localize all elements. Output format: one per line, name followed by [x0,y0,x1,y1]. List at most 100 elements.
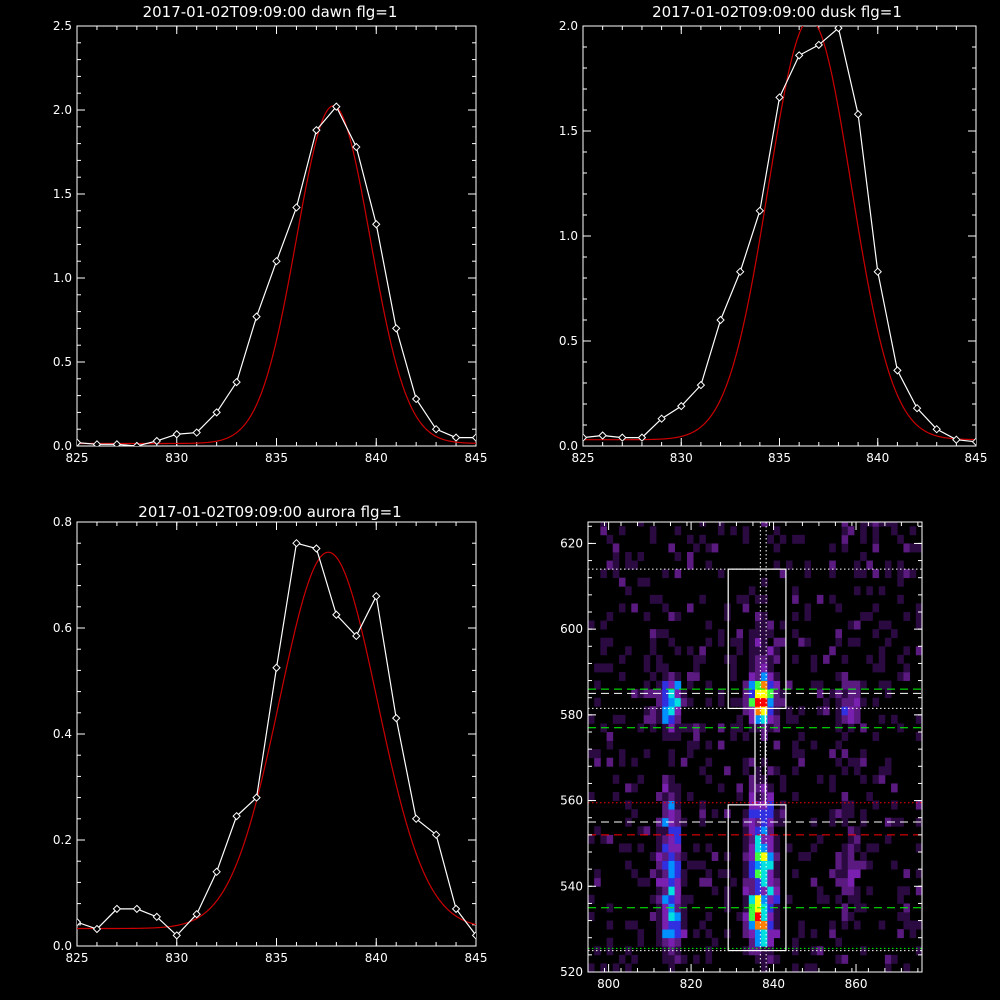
y-tick-label: 520 [560,965,583,979]
y-tick-label: 600 [560,622,583,636]
y-tick-label: 1.5 [53,187,72,201]
data-point [152,912,162,922]
data-point [172,430,181,439]
panel-dawn: 2017-01-02T09:09:00 dawn flg=1 825 830 835… [53,3,488,465]
data-point [794,51,804,60]
data-point [77,917,82,927]
data-point [834,26,843,33]
chart-title: 2017-01-02T09:09:00 dawn flg=1 [143,3,398,21]
data-point [92,924,102,934]
data-point [696,380,706,390]
data-point [332,610,341,619]
data-point [873,267,882,276]
data-point [232,377,241,387]
y-tick-label: 1.0 [559,229,578,243]
data-point [132,904,142,914]
data-point [637,433,647,442]
x-tick-label: 800 [597,977,620,991]
data-point [112,904,122,914]
y-tick-label: 2.0 [559,19,578,33]
data-point [471,931,476,940]
plot-frame [587,521,923,973]
x-tick-label: 840 [866,451,889,465]
data-point [192,909,201,919]
data-point [272,663,281,672]
region-box [754,707,766,806]
plot-area [583,26,976,446]
chart-title: 2017-01-02T09:09:00 dusk flg=1 [652,3,902,21]
x-tick-label: 835 [265,951,288,965]
data-point [252,312,261,321]
y-tick-label: 2.5 [53,19,72,33]
x-tick-label: 825 [66,951,89,965]
overlay-lines [588,522,922,972]
data-point [312,544,321,553]
data-point [716,315,725,325]
y-tick-label: 0.0 [53,439,72,453]
data-point [312,125,321,135]
data-point [677,401,686,411]
y-tick-label: 2.0 [53,103,72,117]
data-point [391,713,401,723]
data-point [411,814,421,824]
data-point [352,142,361,152]
x-tick-label: 825 [572,451,595,465]
panel-aurora: 2017-01-02T09:09:00 aurora flg=1 825 830 8… [53,503,488,965]
y-tick-label: 0.8 [53,515,72,529]
fit-curve [77,105,476,445]
y-tick-label: 0.0 [559,439,578,453]
y-tick-label: 540 [560,879,583,893]
data-point [172,931,181,940]
data-point [292,203,301,212]
fit-curve [583,26,976,441]
data-point [814,40,824,50]
x-tick-label: 835 [265,451,288,465]
x-tick-label: 840 [365,451,388,465]
data-point [952,435,961,444]
data-point [232,811,241,821]
data-point [391,324,401,333]
x-tick-label: 830 [670,451,693,465]
plot-area [77,102,476,446]
data-point [932,424,941,434]
x-tick-label: 840 [762,977,785,991]
data-point [893,366,902,375]
data-point [132,441,142,446]
data-point [431,424,441,434]
data-point [451,904,461,914]
data-point [352,631,361,641]
data-point [411,394,421,404]
data-point [755,206,765,216]
x-tick-label: 845 [465,951,488,965]
x-tick-label: 860 [845,977,868,991]
y-tick-label: 0.4 [53,727,72,741]
data-point [775,93,784,102]
data-point [77,438,82,446]
data-point [431,830,441,839]
y-tick-label: 620 [560,536,583,550]
y-tick-label: 0.5 [559,334,578,348]
panel-dusk: 2017-01-02T09:09:00 dusk flg=1 825 830 835… [559,3,988,465]
data-point [272,256,281,266]
x-tick-label: 830 [165,951,188,965]
data-point [971,437,976,446]
data-point [657,414,666,423]
y-tick-label: 1.5 [559,124,578,138]
x-tick-label: 835 [768,451,791,465]
data-point [853,109,863,119]
x-tick-label: 820 [680,977,703,991]
data-point [192,428,201,437]
x-tick-label: 840 [365,951,388,965]
x-tick-label: 825 [66,451,89,465]
data-point [152,436,162,446]
data-point [112,440,122,446]
data-point [618,433,627,442]
data-point [451,433,461,442]
data-point [252,793,261,802]
data-point [332,102,341,111]
x-tick-label: 845 [465,451,488,465]
y-tick-label: 0.0 [53,939,72,953]
data-point [292,538,301,548]
y-tick-label: 560 [560,794,583,808]
